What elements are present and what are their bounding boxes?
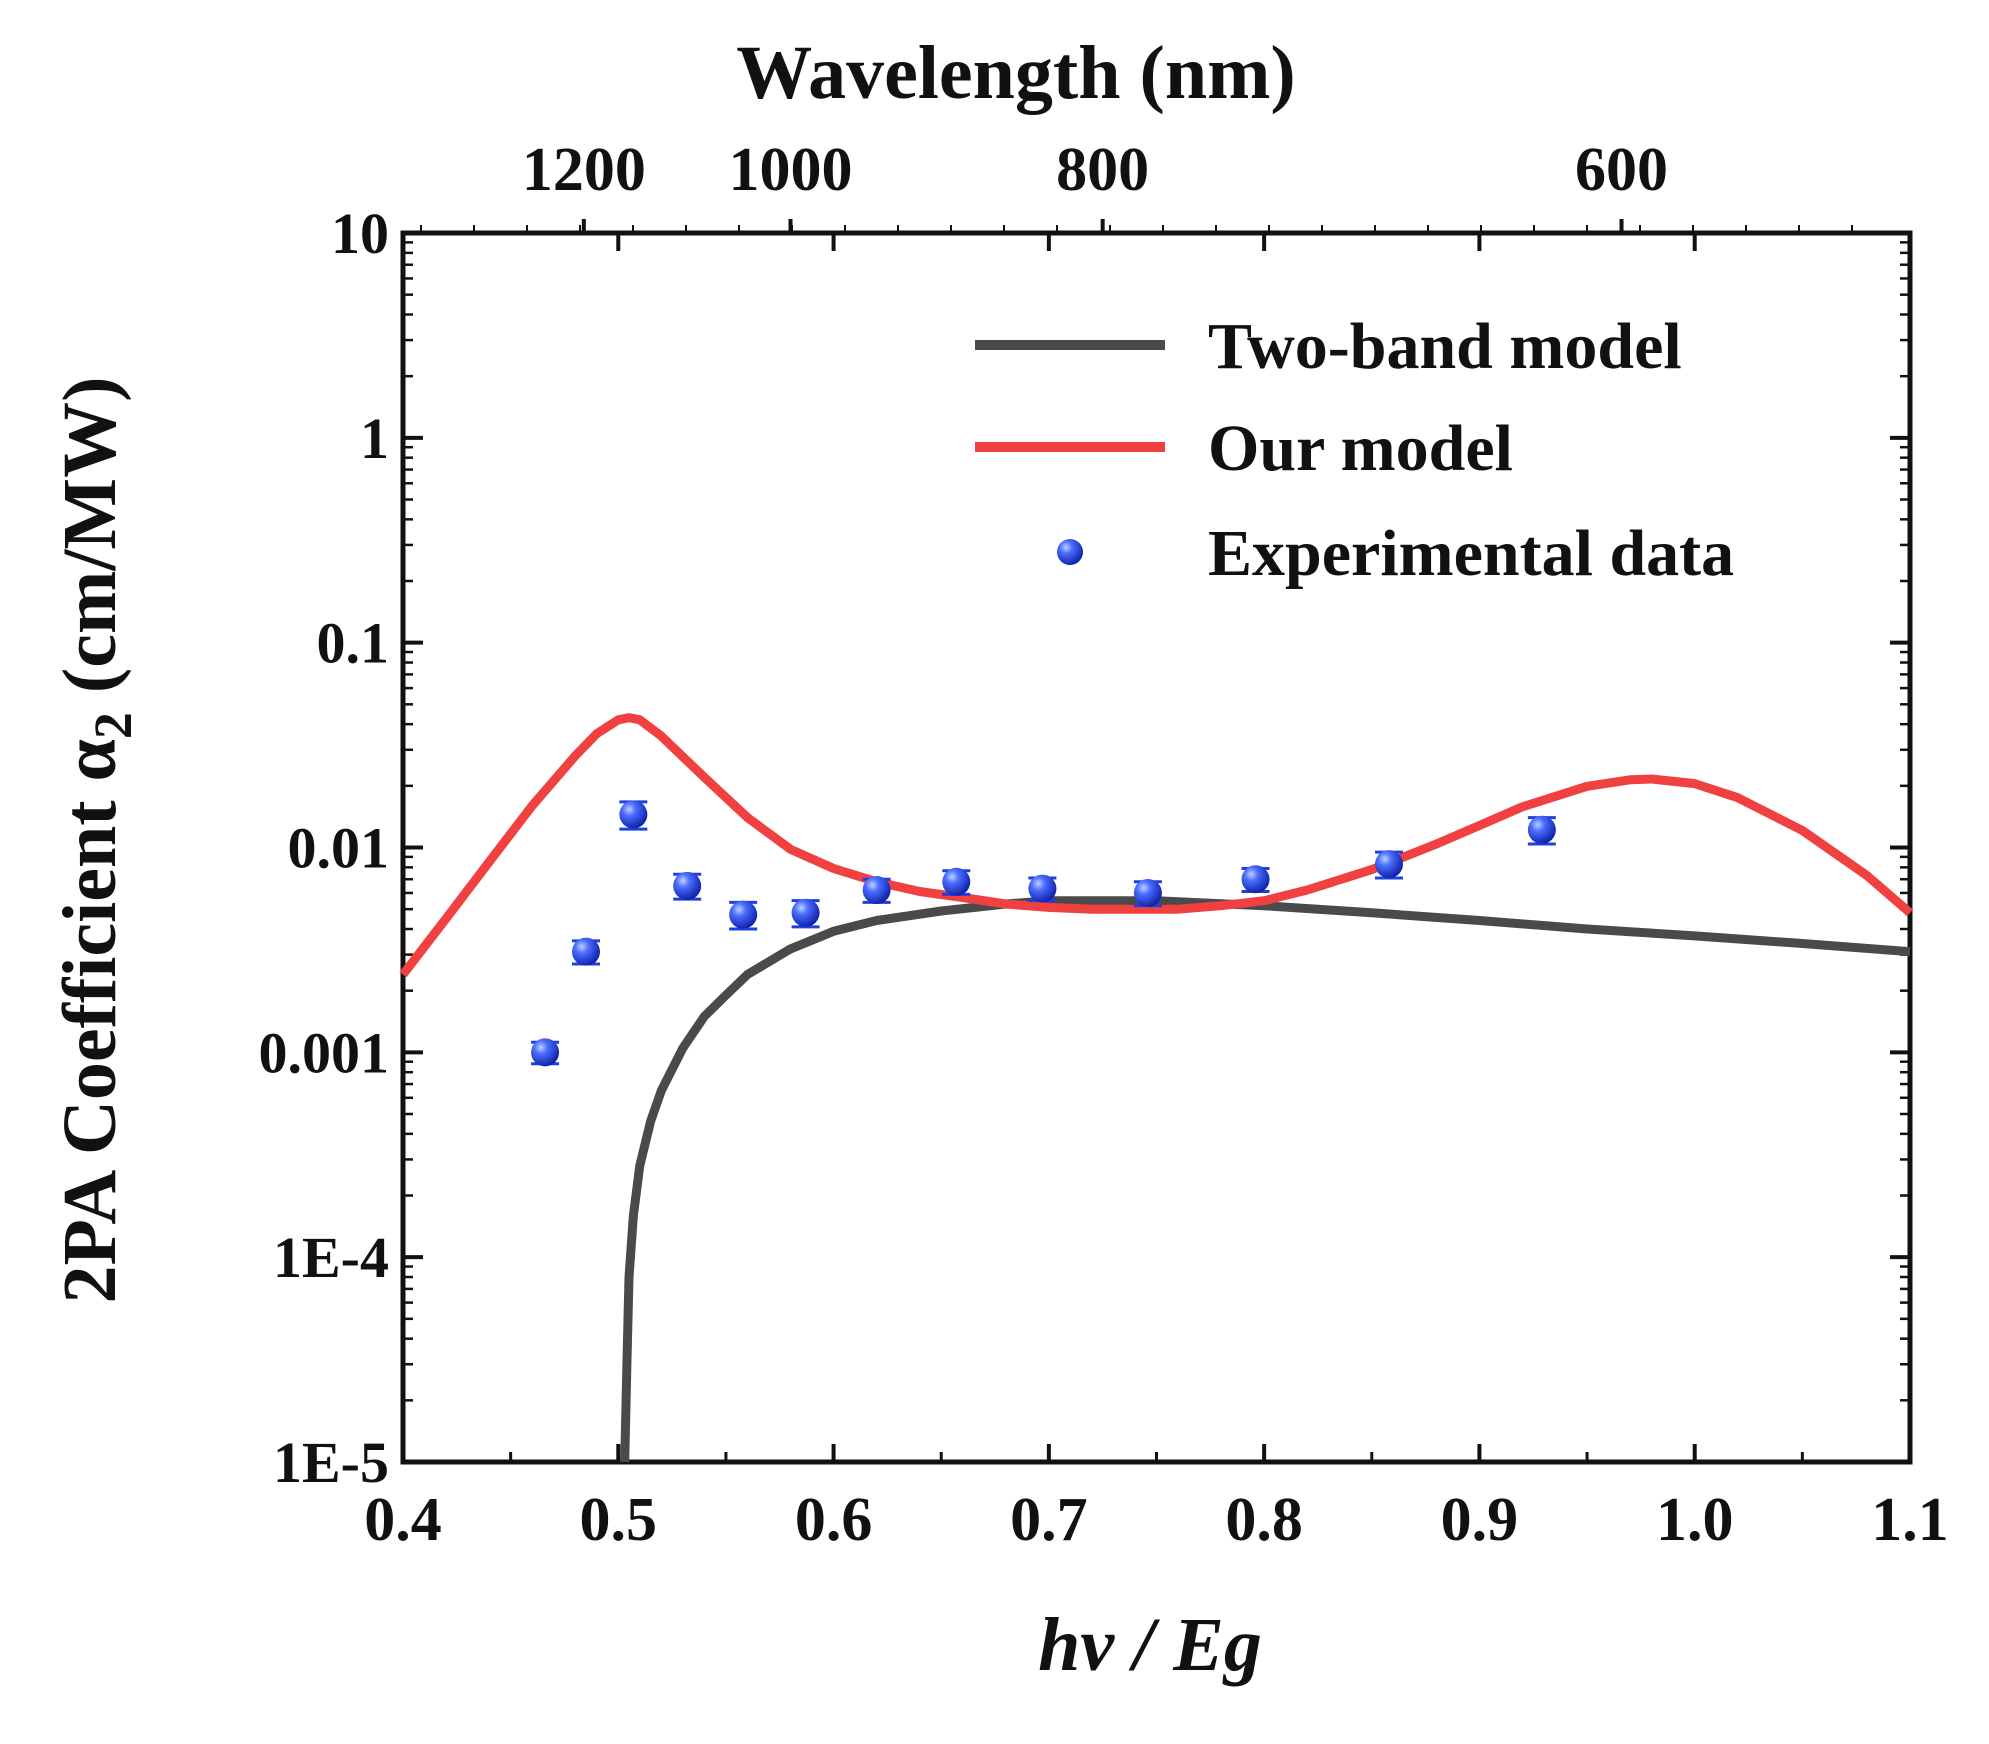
x-tick-label: 0.9: [1441, 1486, 1519, 1554]
y-tick-label: 1E-5: [273, 1430, 389, 1495]
legend: Two-band model Our model Experimental da…: [975, 310, 1734, 590]
top-axis-tick-label: 1200: [522, 136, 646, 204]
y-tick-label: 1E-4: [273, 1225, 389, 1290]
top-axis-tick-label: 1000: [729, 136, 853, 204]
y-axis-title-main: 2PA Coefficient α: [48, 739, 132, 1303]
experimental-data-point: [942, 867, 971, 896]
y-axis-title: 2PA Coefficient α2 (cm/MW): [48, 377, 143, 1304]
legend-marker-experimental: [1057, 539, 1083, 565]
our-model-line: [399, 713, 1913, 978]
experimental-data-point: [791, 898, 820, 927]
x-tick-label: 0.4: [364, 1486, 442, 1554]
experimental-data-point: [619, 800, 648, 829]
x-tick-label: 0.8: [1225, 1486, 1303, 1554]
y-tick-label: 0.1: [317, 611, 390, 676]
x-tick-label: 0.7: [1010, 1486, 1088, 1554]
experimental-data-point: [531, 1038, 560, 1067]
x-axis-title: hν / Eg: [1038, 1603, 1262, 1687]
series-group: [399, 713, 1913, 1463]
x-tick-label: 1.1: [1871, 1486, 1949, 1554]
experimental-data-point: [862, 876, 891, 905]
top-axis-title: Wavelength (nm): [736, 31, 1295, 115]
legend-label-two-band: Two-band model: [1208, 310, 1682, 383]
two-band-model-line: [620, 896, 1911, 1463]
y-axis-title-units: (cm/MW): [48, 377, 132, 713]
top-axis-tick-label: 600: [1575, 136, 1668, 204]
experimental-data-point: [1028, 874, 1057, 903]
legend-label-our-model: Our model: [1208, 412, 1513, 485]
x-tick-label: 0.6: [795, 1486, 873, 1554]
experimental-data-point: [571, 937, 600, 966]
y-tick-label: 0.001: [259, 1020, 390, 1085]
experimental-data-point: [1527, 815, 1556, 844]
y-tick-label: 0.01: [288, 816, 390, 881]
experimental-data-point: [1241, 865, 1270, 894]
top-axis-tick-label: 800: [1056, 136, 1149, 204]
experimental-data-point: [1375, 850, 1404, 879]
y-axis-title-subscript: 2: [83, 712, 143, 739]
x-tick-label: 0.5: [580, 1486, 658, 1554]
legend-label-experimental: Experimental data: [1208, 517, 1734, 590]
experimental-data-point: [729, 900, 758, 929]
experimental-data-point: [673, 871, 702, 900]
experimental-data-point: [1133, 878, 1162, 907]
x-tick-label: 1.0: [1656, 1486, 1734, 1554]
y-tick-label: 10: [331, 201, 389, 266]
y-tick-label: 1: [360, 406, 389, 471]
